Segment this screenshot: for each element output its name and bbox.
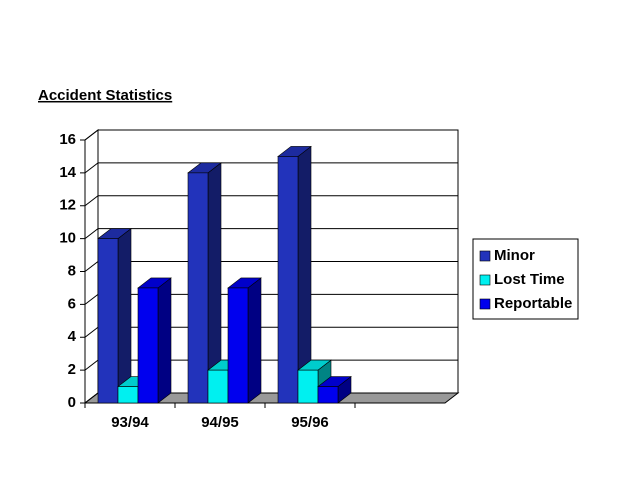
grid-line-side [84, 261, 99, 272]
legend-box [472, 238, 579, 320]
y-tick-label: 16 [59, 131, 76, 148]
x-tick-label: 93/94 [111, 414, 149, 431]
bar [97, 238, 119, 404]
y-tick-label: 4 [68, 328, 77, 345]
grid-line-side [84, 293, 99, 305]
bar [277, 156, 299, 404]
bar [207, 369, 229, 404]
grid-line-side [84, 392, 99, 404]
grid-line-side [84, 195, 99, 207]
legend-label: Lost Time [494, 271, 565, 288]
legend-swatch [479, 298, 491, 310]
bar [117, 386, 139, 404]
bar-side [117, 228, 132, 404]
y-tick-label: 14 [59, 164, 76, 181]
grid-line-side [84, 162, 99, 174]
grid-line-side [84, 326, 99, 338]
x-tick-label: 94/95 [201, 414, 239, 431]
grid-line-side [84, 228, 99, 240]
y-tick-label: 10 [59, 230, 76, 247]
y-tick-label: 8 [68, 262, 76, 279]
bar [187, 172, 209, 404]
bar-side [247, 277, 262, 404]
y-tick-label: 0 [68, 394, 76, 411]
bar [317, 386, 339, 404]
y-tick-label: 12 [59, 197, 76, 214]
grid-line-side [84, 359, 99, 371]
chart-title: Accident Statistics [38, 87, 172, 104]
bar-side [157, 277, 172, 404]
bar [227, 287, 249, 404]
x-tick-label: 95/96 [291, 414, 329, 431]
bar [137, 287, 159, 404]
y-tick-label: 6 [68, 295, 76, 312]
legend-label: Reportable [494, 295, 572, 312]
bar [297, 369, 319, 404]
legend-swatch [479, 274, 491, 286]
legend-swatch [479, 250, 491, 262]
grid-line-side [84, 129, 99, 141]
y-tick-label: 2 [68, 361, 76, 378]
legend-label: Minor [494, 247, 535, 264]
